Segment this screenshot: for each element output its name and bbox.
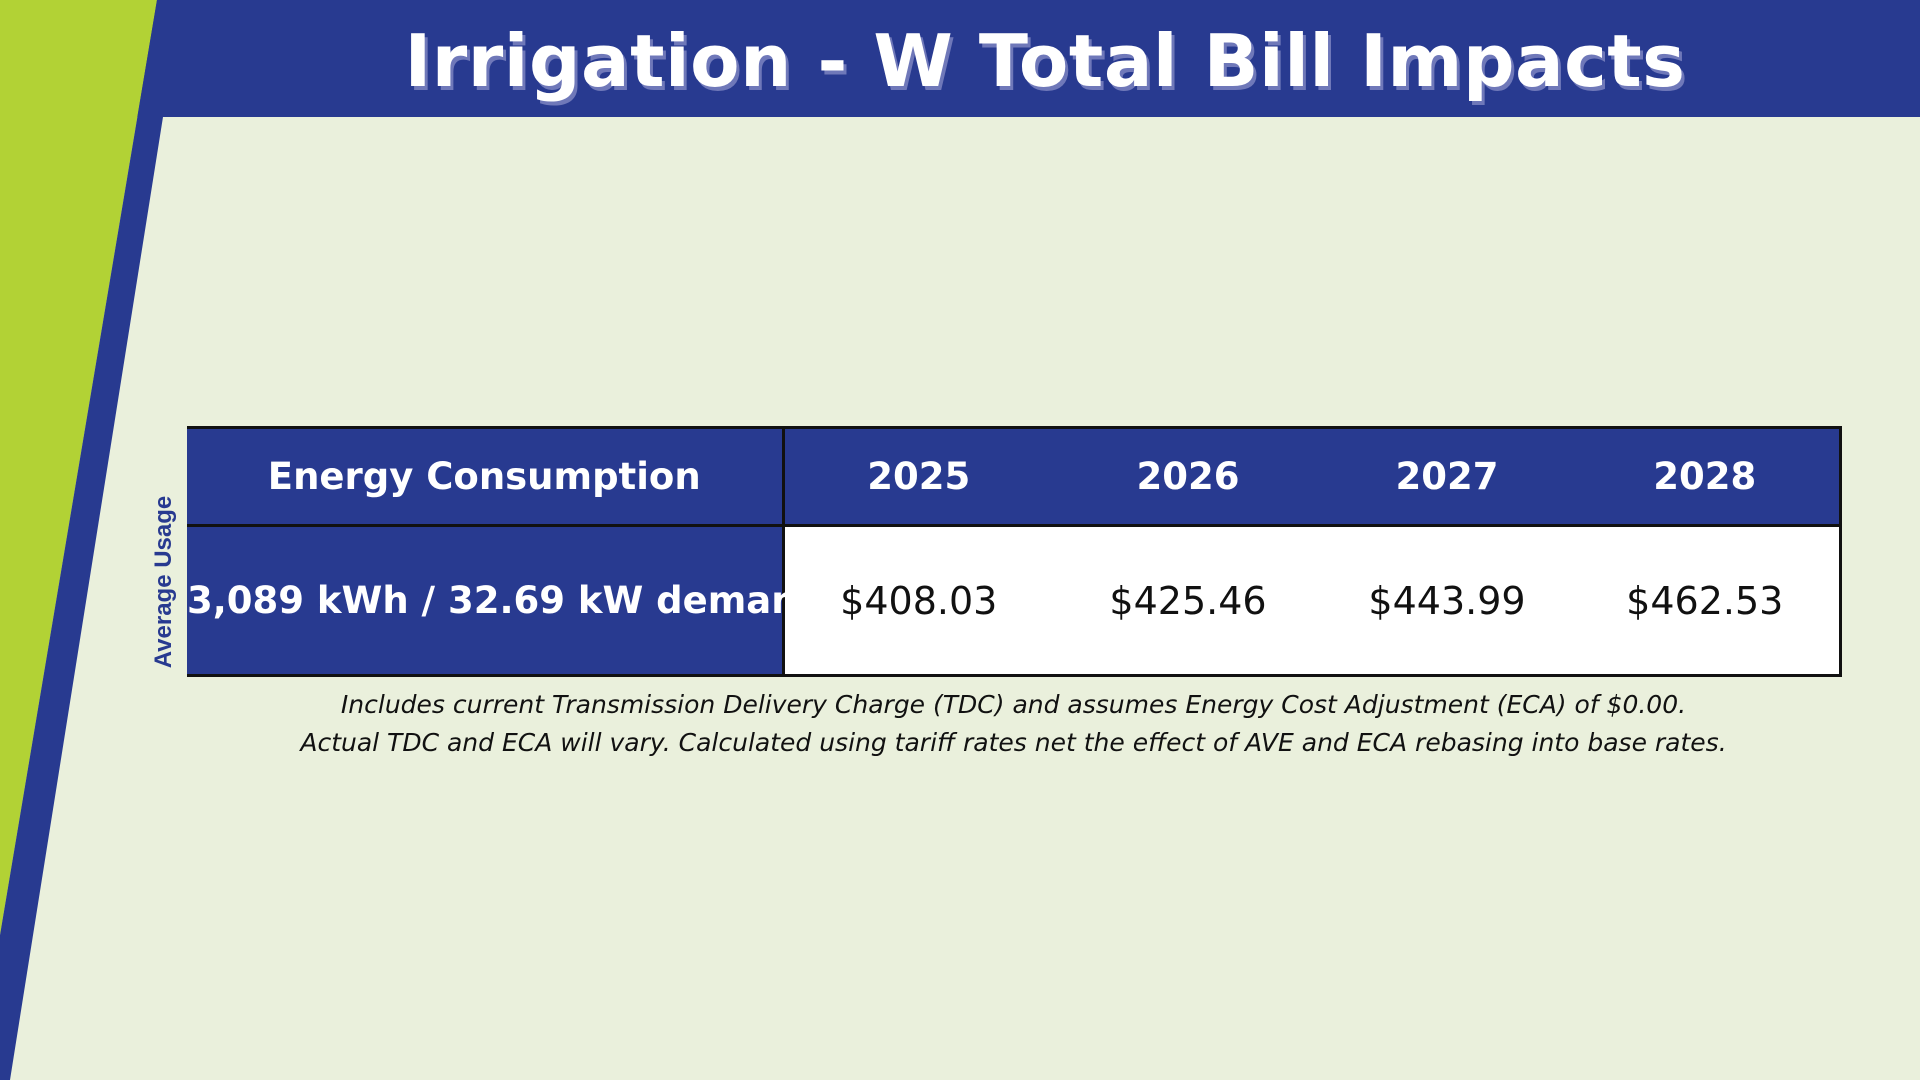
decorative-stripe	[0, 0, 163, 1080]
table-row: 3,089 kWh / 32.69 kW demand $408.03 $425…	[187, 525, 1842, 677]
bill-impact-table: Energy Consumption 2025 2026 2027 2028 3…	[187, 426, 1842, 677]
bill-value-cell: $408.03	[783, 525, 1053, 677]
table-header-row: Energy Consumption 2025 2026 2027 2028	[187, 426, 1842, 527]
header-bar	[0, 0, 1920, 117]
footnote: Includes current Transmission Delivery C…	[187, 686, 1840, 762]
bill-value-cell: $443.99	[1323, 525, 1571, 677]
usage-cell: 3,089 kWh / 32.69 kW demand	[187, 525, 824, 677]
side-label: Average Usage	[150, 495, 177, 669]
column-header-energy-consumption: Energy Consumption	[187, 426, 785, 527]
blue-stripe	[0, 0, 163, 1080]
page-title: Irrigation - W Total Bill Impacts	[404, 19, 1686, 103]
footnote-line: Includes current Transmission Delivery C…	[340, 690, 1687, 719]
column-header-year: 2027	[1323, 426, 1571, 527]
column-header-year: 2025	[783, 426, 1053, 527]
column-header-year: 2026	[1053, 426, 1323, 527]
column-header-year: 2028	[1571, 426, 1842, 527]
bill-value-cell: $425.46	[1053, 525, 1323, 677]
footnote-line: Actual TDC and ECA will vary. Calculated…	[300, 728, 1727, 757]
bill-value-cell: $462.53	[1571, 525, 1842, 677]
